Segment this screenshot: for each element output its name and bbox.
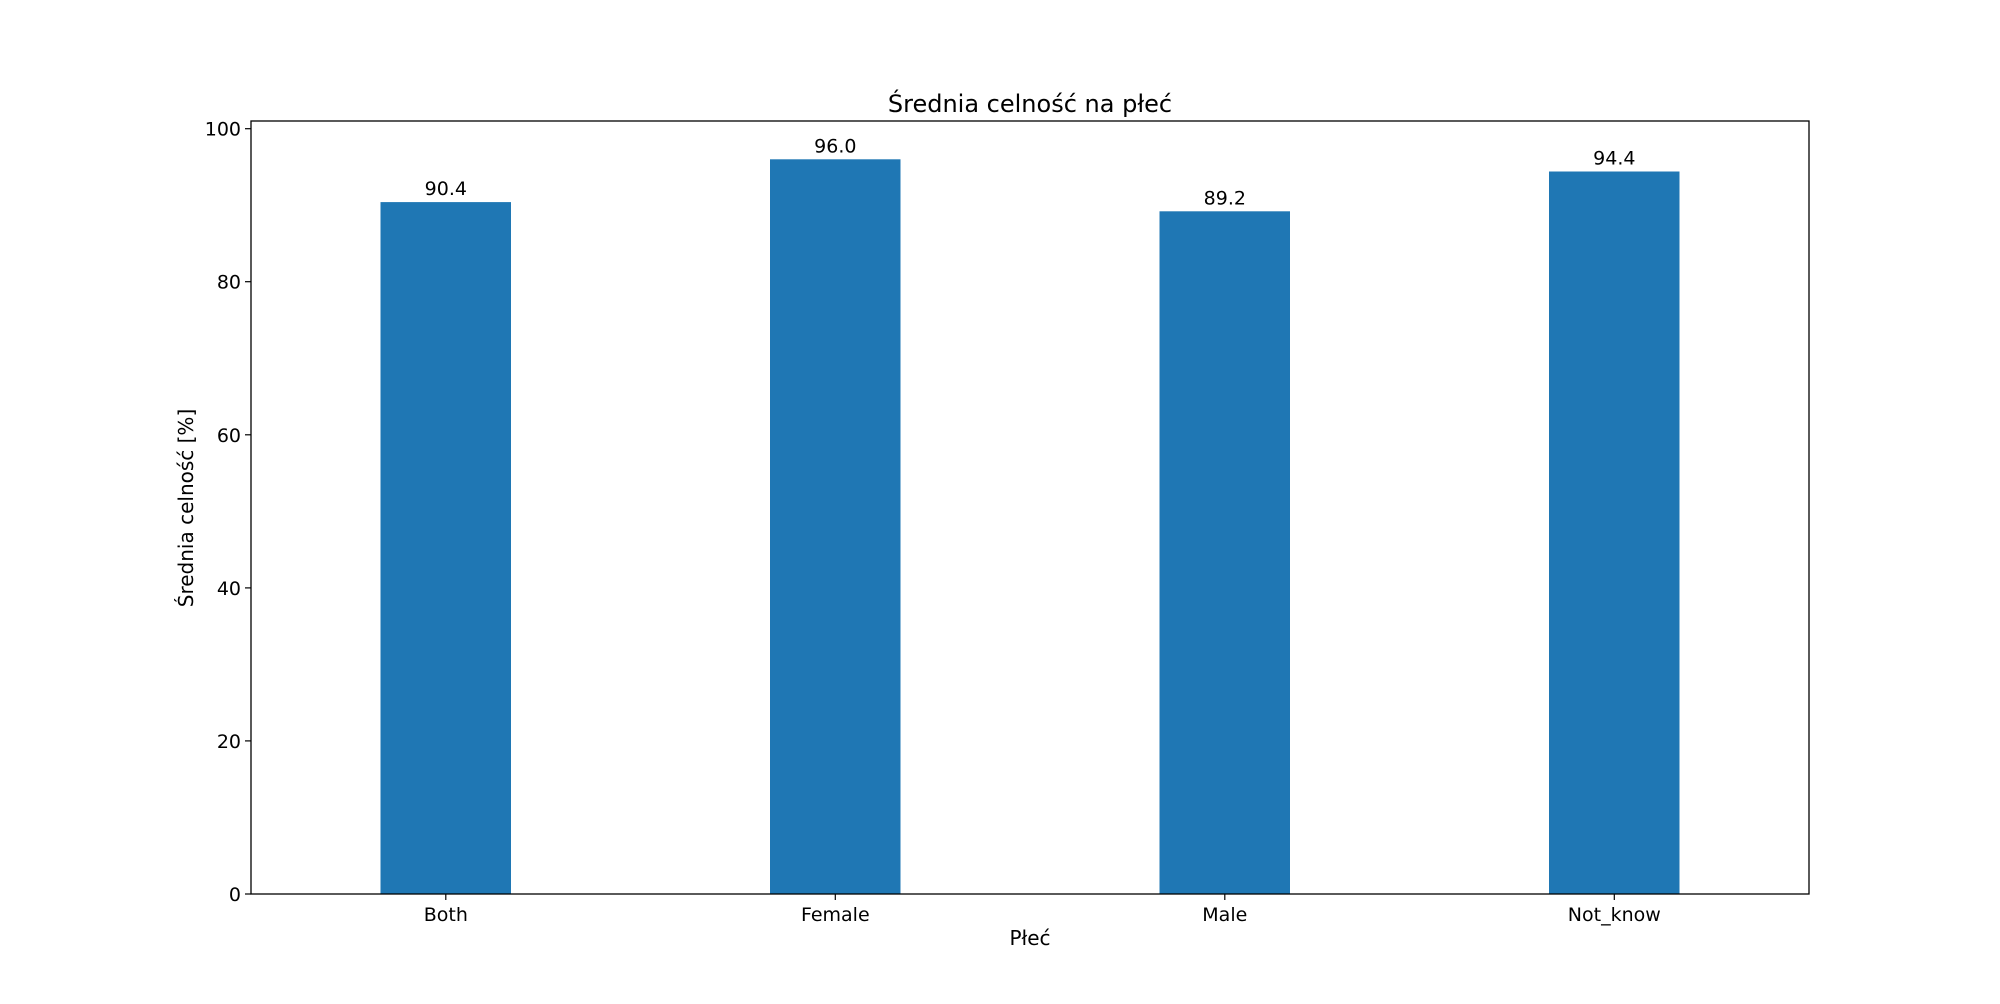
bars-group bbox=[380, 159, 1680, 895]
bar-value-label: 94.4 bbox=[1593, 148, 1635, 170]
x-axis-ticks: Both Female Male Not_know bbox=[424, 894, 1661, 926]
bar-value-label: 89.2 bbox=[1204, 187, 1246, 209]
bar-value-label: 96.0 bbox=[814, 135, 856, 157]
bar-male bbox=[1159, 211, 1290, 895]
chart-title: Średnia celność na płeć bbox=[888, 88, 1172, 118]
y-axis-ticks: 0 20 40 60 80 100 bbox=[205, 119, 251, 906]
bar-female bbox=[770, 159, 901, 895]
y-tick-label: 40 bbox=[217, 578, 241, 600]
bar-value-label: 90.4 bbox=[425, 178, 467, 200]
x-axis-label: Płeć bbox=[1009, 926, 1050, 950]
y-tick-label: 100 bbox=[205, 119, 241, 141]
plot-area-frame bbox=[250, 120, 1810, 895]
y-tick-label: 80 bbox=[217, 272, 241, 294]
x-tick-label: Female bbox=[801, 904, 870, 926]
value-labels-group: 90.4 96.0 89.2 94.4 bbox=[425, 135, 1636, 209]
bar-not-know bbox=[1549, 171, 1680, 894]
x-tick-label: Male bbox=[1202, 904, 1247, 926]
y-tick-label: 60 bbox=[217, 425, 241, 447]
bar-both bbox=[380, 202, 511, 895]
y-tick-label: 0 bbox=[229, 884, 241, 906]
y-tick-label: 20 bbox=[217, 731, 241, 753]
y-axis-label: Średnia celność [%] bbox=[174, 409, 198, 607]
x-tick-label: Both bbox=[424, 904, 468, 926]
x-tick-label: Not_know bbox=[1568, 904, 1661, 926]
